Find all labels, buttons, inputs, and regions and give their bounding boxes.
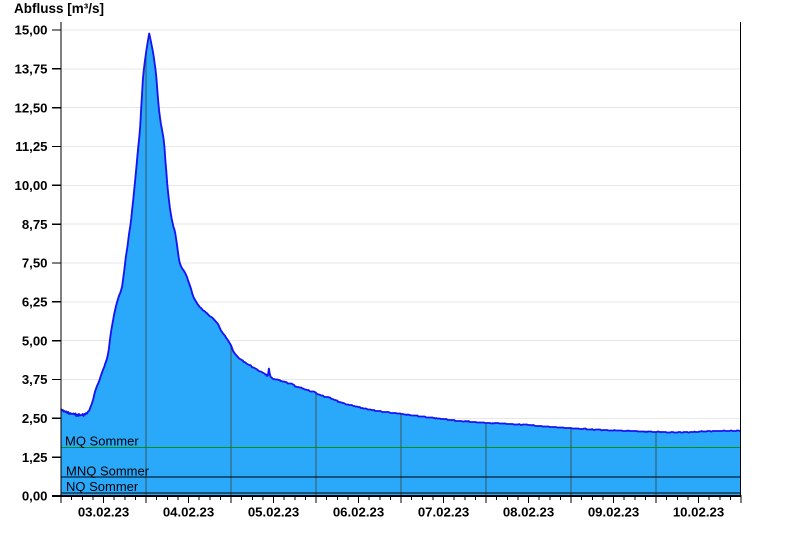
svg-text:10.02.23: 10.02.23 bbox=[673, 504, 724, 519]
svg-text:7,50: 7,50 bbox=[22, 256, 48, 271]
svg-text:05.02.23: 05.02.23 bbox=[248, 504, 299, 519]
svg-text:11,25: 11,25 bbox=[15, 139, 47, 154]
svg-text:3,75: 3,75 bbox=[22, 372, 48, 387]
svg-text:Abfluss [m³/s]: Abfluss [m³/s] bbox=[14, 1, 104, 16]
svg-text:13,75: 13,75 bbox=[14, 62, 47, 77]
svg-text:0,00: 0,00 bbox=[22, 489, 48, 504]
svg-text:15,00: 15,00 bbox=[14, 23, 47, 38]
svg-text:10,00: 10,00 bbox=[14, 178, 47, 193]
svg-text:2,50: 2,50 bbox=[22, 411, 48, 426]
svg-text:1,25: 1,25 bbox=[22, 450, 48, 465]
svg-text:8,75: 8,75 bbox=[22, 217, 48, 232]
svg-text:6,25: 6,25 bbox=[22, 295, 48, 310]
svg-text:07.02.23: 07.02.23 bbox=[418, 504, 469, 519]
svg-text:MNQ Sommer: MNQ Sommer bbox=[66, 463, 150, 478]
svg-text:06.02.23: 06.02.23 bbox=[333, 504, 384, 519]
svg-text:NQ Sommer: NQ Sommer bbox=[66, 479, 139, 494]
svg-text:5,00: 5,00 bbox=[22, 333, 48, 348]
svg-text:08.02.23: 08.02.23 bbox=[503, 504, 554, 519]
svg-text:03.02.23: 03.02.23 bbox=[78, 504, 129, 519]
svg-text:12,50: 12,50 bbox=[14, 100, 47, 115]
svg-text:MQ Sommer: MQ Sommer bbox=[65, 434, 139, 449]
svg-text:09.02.23: 09.02.23 bbox=[588, 504, 639, 519]
svg-text:04.02.23: 04.02.23 bbox=[163, 504, 214, 519]
